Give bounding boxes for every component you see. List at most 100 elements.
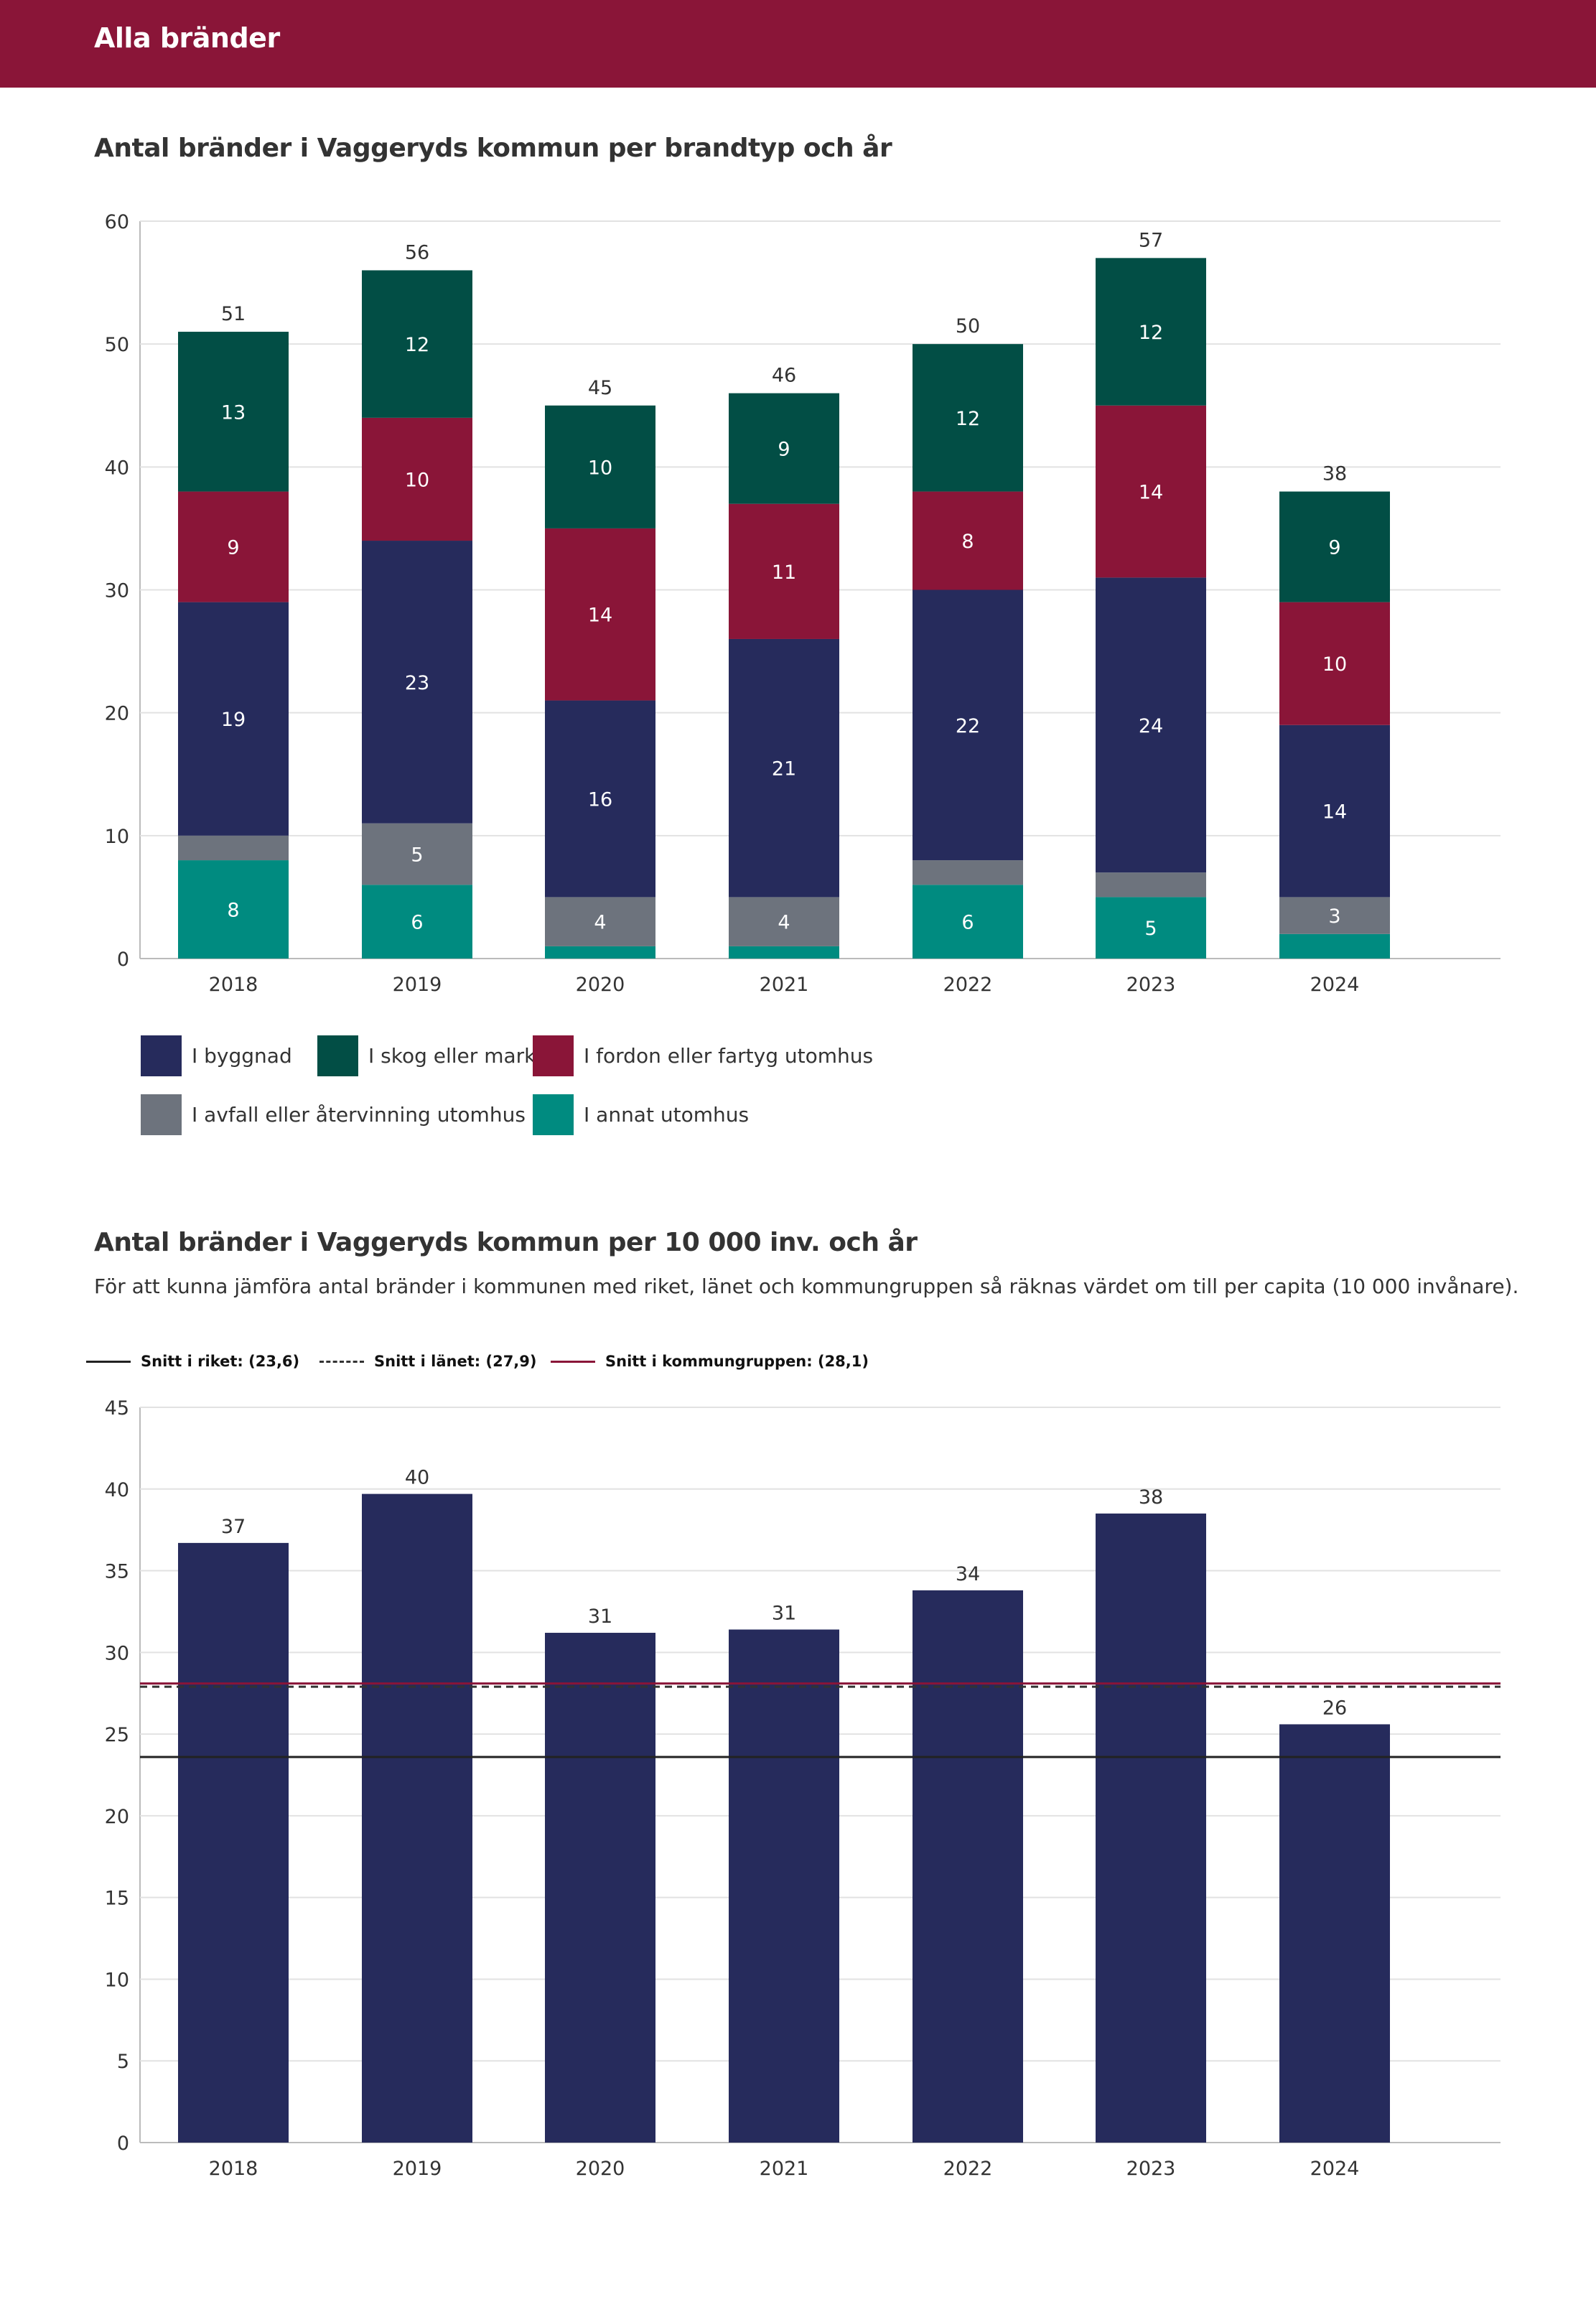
bar-segment [545,946,655,959]
segment-value-label: 11 [772,561,796,584]
bar [362,1493,472,2143]
segment-value-label: 14 [1139,482,1163,504]
bar-segment [1279,724,1390,898]
bar-value-label: 31 [588,1605,612,1628]
bar [729,1629,839,2143]
segment-value-label: 4 [778,912,790,934]
bar [178,1542,289,2143]
bar-segment [545,528,655,701]
bar-segment [913,589,1023,861]
segment-value-label: 19 [221,709,246,731]
segment-value-label: 12 [405,334,429,356]
y-tick-label: 50 [105,334,129,356]
bar-segment [178,860,289,959]
bar-total-label: 50 [956,315,980,337]
bar-segment [729,503,839,639]
bar-value-label: 34 [956,1563,980,1585]
x-tick-label: 2019 [393,2158,442,2180]
header-bar [0,0,1596,88]
bar-segment [1279,933,1390,959]
segment-value-label: 6 [961,912,974,934]
bar-segment [362,823,472,885]
bar-segment [362,270,472,418]
bar-segment [545,700,655,898]
y-tick-label: 30 [105,1642,129,1664]
segment-value-label: 10 [1322,653,1347,676]
segment-value-label: 14 [588,605,612,627]
bar-total-label: 51 [221,303,246,325]
bar-segment [729,946,839,959]
legend-swatch [317,1035,358,1076]
bar-segment [545,897,655,946]
legend-label: I byggnad [192,1044,292,1068]
bar-segment [729,638,839,898]
bar-segment [1096,405,1206,578]
x-tick-label: 2020 [576,974,625,996]
page-header-title: Alla bränder [94,22,280,54]
bar-segment [729,897,839,946]
bar-segment [178,491,289,602]
segment-value-label: 12 [956,408,980,430]
y-tick-label: 30 [105,580,129,602]
bar-total-label: 56 [405,241,429,264]
x-tick-label: 2018 [209,2158,258,2180]
chart1-title: Antal bränder i Vaggeryds kommun per bra… [94,134,892,163]
bar-value-label: 37 [221,1516,246,1538]
y-tick-label: 15 [105,1888,129,1910]
bar-segment [1279,491,1390,602]
legend-swatch [533,1094,574,1135]
bar-segment [913,860,1023,885]
legend-line-dashed [319,1360,364,1363]
bar-segment [178,602,289,836]
y-tick-label: 45 [105,1397,129,1420]
bar-segment [1279,602,1390,725]
y-tick-label: 35 [105,1561,129,1583]
y-tick-label: 0 [117,949,129,971]
bar-segment [362,885,472,959]
bar [1279,1724,1390,2143]
legend-riket: Snitt i riket: (23,6) [86,1353,299,1370]
legend-lanet: Snitt i länet: (27,9) [319,1353,537,1370]
bar-total-label: 38 [1322,463,1347,485]
x-tick-label: 2021 [760,974,809,996]
legend-line-solid [86,1360,131,1363]
bar-segment [913,491,1023,590]
bar-segment [1096,897,1206,959]
bar-total-label: 46 [772,365,796,387]
segment-value-label: 6 [411,912,423,934]
y-tick-label: 25 [105,1724,129,1746]
y-tick-label: 10 [105,826,129,848]
legend-label: Snitt i riket: (23,6) [141,1353,300,1370]
legend-label: I fordon eller fartyg utomhus [584,1044,874,1068]
segment-value-label: 13 [221,401,246,424]
segment-value-label: 23 [405,672,429,694]
x-tick-label: 2024 [1310,974,1360,996]
x-tick-label: 2023 [1126,974,1176,996]
legend-swatch [141,1035,182,1076]
segment-value-label: 21 [772,758,796,780]
legend-swatch [141,1094,182,1135]
legend-label: Snitt i länet: (27,9) [374,1353,537,1370]
bar-segment [545,405,655,528]
bar-value-label: 26 [1322,1697,1347,1719]
legend-label: I annat utomhus [584,1103,750,1127]
legend-item-byggnad: I byggnad [141,1035,292,1076]
x-tick-label: 2022 [943,974,993,996]
legend-kommungruppen: Snitt i kommungruppen: (28,1) [551,1353,869,1370]
chart2-title: Antal bränder i Vaggeryds kommun per 10 … [94,1228,918,1257]
y-tick-label: 5 [117,2051,129,2073]
x-tick-label: 2018 [209,974,258,996]
y-tick-label: 60 [105,211,129,233]
bar [1096,1513,1206,2143]
bar-segment [729,393,839,504]
x-tick-label: 2022 [943,2158,993,2180]
bar [913,1590,1023,2143]
legend-item-fordon: I fordon eller fartyg utomhus [533,1035,873,1076]
bar-value-label: 38 [1139,1486,1163,1509]
legend-swatch [533,1035,574,1076]
y-tick-label: 40 [105,457,129,479]
bar-segment [1096,872,1206,898]
segment-value-label: 10 [405,469,429,491]
segment-value-label: 5 [411,844,423,867]
chart2-description: För att kunna jämföra antal bränder i ko… [94,1274,1519,1298]
